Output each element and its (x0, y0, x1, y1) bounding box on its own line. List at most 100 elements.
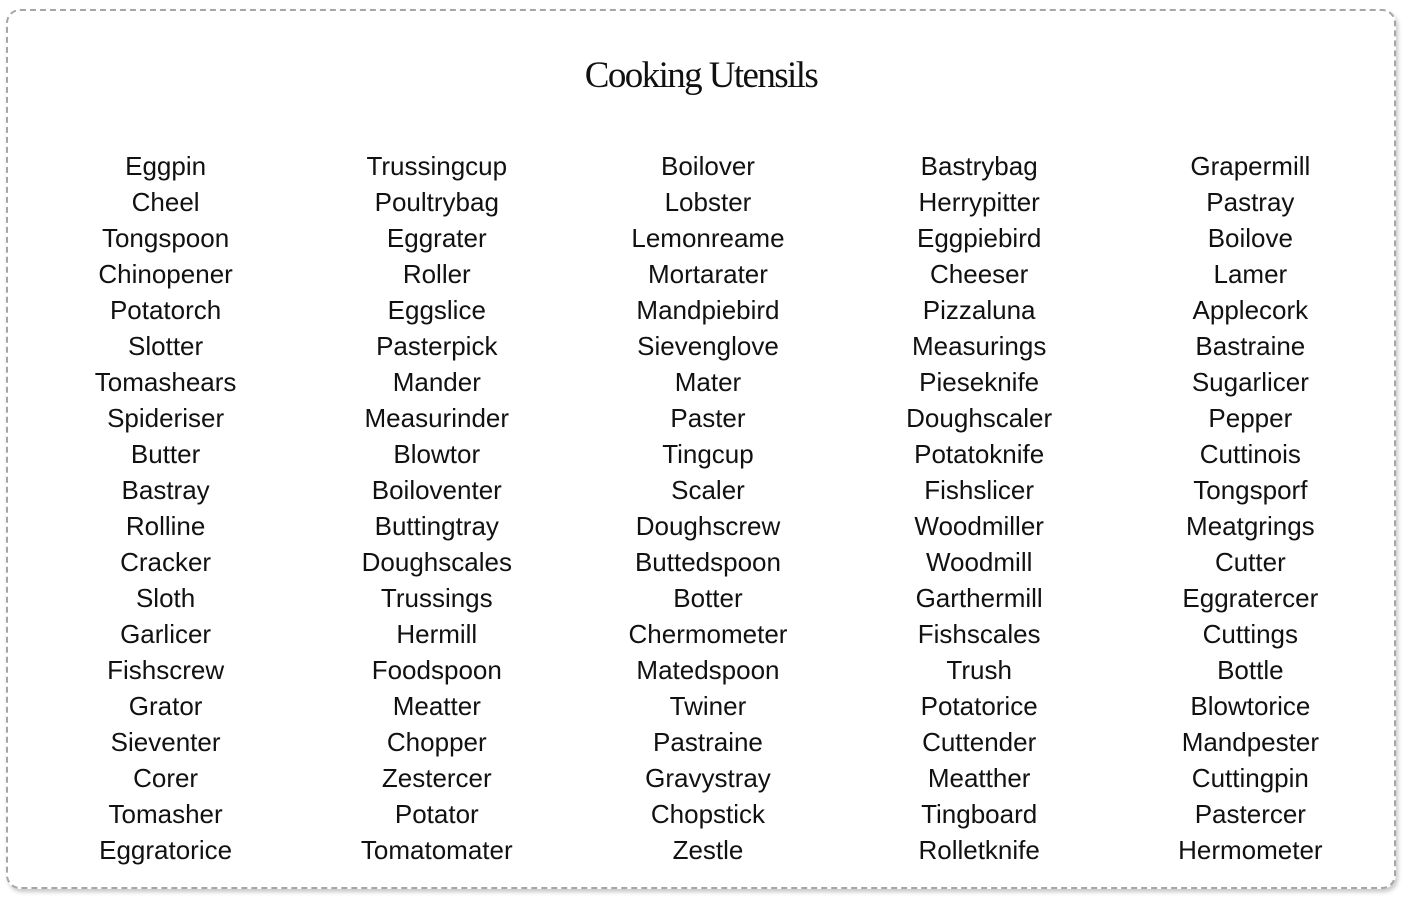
utensil-list-card: Cooking Utensils Eggpin Cheel Tongspoon Chi… (6, 9, 1396, 889)
list-item: Trussingcup (366, 151, 508, 181)
list-item: Matedspoon (636, 655, 780, 685)
list-item: Cutter (1214, 547, 1286, 577)
list-item: Eggratorice (99, 835, 233, 865)
list-item: Lamer (1213, 259, 1288, 289)
list-item: Twiner (669, 691, 747, 721)
list-item: Woodmiller (914, 511, 1044, 541)
list-item: Lemonreame (631, 223, 785, 253)
list-item: Trush (946, 655, 1012, 685)
list-item: Grapermill (1190, 151, 1311, 181)
list-item: Pasterpick (376, 331, 498, 361)
list-item: Pastercer (1194, 799, 1306, 829)
list-item: Chinopener (98, 259, 233, 289)
list-item: Fishscrew (107, 655, 225, 685)
list-item: Fishslicer (924, 475, 1035, 505)
list-item: Bastraine (1195, 331, 1306, 361)
list-item: Potator (394, 799, 479, 829)
list-item: Pizzaluna (922, 295, 1036, 325)
list-item: Meatter (392, 691, 481, 721)
list-item: Cheel (131, 187, 200, 217)
list-item: Pepper (1208, 403, 1293, 433)
word-column-3: Boilover Lobster Lemonreame Mortarater Mandp… (572, 148, 843, 868)
list-item: Boilover (661, 151, 755, 181)
word-columns: Eggpin Cheel Tongspoon Chinopener Potatorch S… (30, 148, 1386, 868)
list-item: Paster (670, 403, 746, 433)
list-item: Potatorch (109, 295, 222, 325)
list-item: Trussings (380, 583, 493, 613)
list-item: Sieventer (110, 727, 221, 757)
list-item: Bottle (1217, 655, 1284, 685)
list-item: Doughscrew (635, 511, 781, 541)
list-item: Foodspoon (371, 655, 502, 685)
list-item: Garlicer (120, 619, 212, 649)
list-item: Sloth (135, 583, 196, 613)
list-item: Tomatomater (360, 835, 513, 865)
list-item: Cuttingpin (1191, 763, 1309, 793)
list-item: Eggpiebird (917, 223, 1042, 253)
list-item: Rolline (125, 511, 206, 541)
list-item: Boilove (1207, 223, 1293, 253)
list-item: Mandpester (1181, 727, 1319, 757)
word-column-5: Grapermill Pastray Boilove Lamer Applecork Ba… (1115, 148, 1386, 868)
list-item: Hermill (396, 619, 478, 649)
list-item: Cuttinois (1199, 439, 1301, 469)
list-item: Potatoknife (914, 439, 1045, 469)
list-item: Potatorice (920, 691, 1038, 721)
page-title: Cooking Utensils (584, 55, 819, 96)
list-item: Mandpiebird (636, 295, 780, 325)
list-item: Meatther (927, 763, 1031, 793)
list-item: Roller (402, 259, 471, 289)
list-item: Scaler (671, 475, 745, 505)
list-item: Cheeser (930, 259, 1029, 289)
list-item: Measurinder (364, 403, 510, 433)
list-item: Cuttender (922, 727, 1037, 757)
list-item: Fishscales (917, 619, 1041, 649)
list-item: Tongsporf (1193, 475, 1308, 505)
list-item: Grator (128, 691, 203, 721)
list-item: Spideriser (107, 403, 225, 433)
word-column-2: Trussingcup Poultrybag Eggrater Roller Eggsl… (301, 148, 572, 868)
list-item: Tongspoon (101, 223, 230, 253)
list-item: Eggpin (125, 151, 207, 181)
list-item: Rolletknife (918, 835, 1040, 865)
list-item: Applecork (1192, 295, 1309, 325)
list-item: Woodmill (925, 547, 1033, 577)
list-item: Pastray (1206, 187, 1295, 217)
list-item: Cuttings (1202, 619, 1299, 649)
list-item: Cracker (120, 547, 212, 577)
list-item: Corer (133, 763, 199, 793)
list-item: Tomasher (108, 799, 223, 829)
list-item: Eggslice (387, 295, 486, 325)
list-item: Sugarlicer (1191, 367, 1309, 397)
list-item: Pastraine (653, 727, 763, 757)
word-column-4: Bastrybag Herrypitter Eggpiebird Cheeser Piz… (844, 148, 1115, 868)
list-item: Pieseknife (919, 367, 1040, 397)
list-item: Chopstick (650, 799, 766, 829)
list-item: Blowtor (393, 439, 481, 469)
list-item: Herrypitter (918, 187, 1040, 217)
list-item: Tingboard (921, 799, 1038, 829)
list-item: Butter (130, 439, 201, 469)
list-item: Tingcup (662, 439, 754, 469)
list-item: Lobster (664, 187, 752, 217)
list-item: Measurings (911, 331, 1047, 361)
list-item: Mater (674, 367, 742, 397)
list-item: Gravystray (645, 763, 771, 793)
list-item: Mander (392, 367, 481, 397)
list-item: Hermometer (1178, 835, 1323, 865)
list-item: Eggrater (386, 223, 487, 253)
list-item: Mortarater (648, 259, 768, 289)
list-item: Bastray (121, 475, 210, 505)
list-item: Tomashears (94, 367, 237, 397)
list-item: Buttedspoon (634, 547, 781, 577)
list-item: Eggratercer (1182, 583, 1319, 613)
list-item: Zestercer (381, 763, 492, 793)
list-item: Zestle (672, 835, 744, 865)
list-item: Sievenglove (637, 331, 779, 361)
list-item: Doughscaler (906, 403, 1053, 433)
list-item: Chermometer (628, 619, 788, 649)
list-item: Bastrybag (920, 151, 1038, 181)
word-column-1: Eggpin Cheel Tongspoon Chinopener Potatorch S… (30, 148, 301, 868)
list-item: Garthermill (915, 583, 1043, 613)
list-item: Botter (673, 583, 743, 613)
